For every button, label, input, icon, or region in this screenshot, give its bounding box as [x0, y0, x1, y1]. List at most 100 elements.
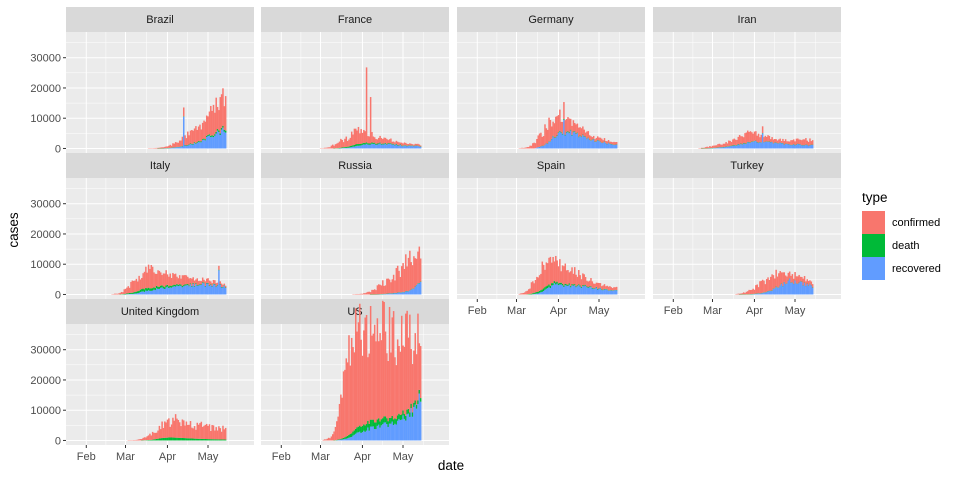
- bar-segment-confirmed: [339, 404, 341, 439]
- bar-segment-confirmed: [152, 432, 154, 440]
- bar-segment-recovered: [577, 286, 579, 294]
- bar-segment-recovered: [416, 146, 418, 149]
- bar-segment-recovered: [406, 146, 408, 148]
- bar-segment-death: [601, 290, 603, 291]
- bar-segment-recovered: [782, 286, 784, 294]
- bar-segment-recovered: [408, 146, 410, 149]
- bar-segment-death: [172, 438, 174, 441]
- bar-segment-death: [577, 285, 579, 286]
- bar-segment-recovered: [794, 145, 796, 148]
- bar-segment-recovered: [605, 143, 607, 148]
- bar-segment-confirmed: [593, 284, 595, 289]
- bar-segment-recovered: [377, 426, 379, 441]
- bar-segment-death: [186, 284, 188, 285]
- bar-segment-confirmed: [217, 431, 219, 440]
- bar-segment-recovered: [346, 439, 348, 441]
- bar-segment-recovered: [544, 290, 546, 295]
- bar-segment-confirmed: [724, 144, 726, 147]
- bar-segment-recovered: [586, 139, 588, 148]
- bar-segment-recovered: [408, 292, 410, 295]
- bar-segment-recovered: [769, 291, 771, 294]
- bar-segment-confirmed: [583, 130, 585, 136]
- bar-segment-confirmed: [367, 136, 369, 143]
- bar-segment-death: [160, 286, 162, 288]
- bar-segment-death: [194, 286, 196, 287]
- bar-segment-recovered: [773, 144, 775, 149]
- bar-segment-confirmed: [160, 429, 162, 438]
- bar-segment-confirmed: [405, 314, 407, 416]
- bar-segment-death: [206, 136, 208, 137]
- bar-segment-recovered: [205, 287, 207, 295]
- bar-segment-confirmed: [211, 111, 213, 135]
- bar-segment-confirmed: [601, 139, 603, 143]
- bar-segment-confirmed: [156, 148, 158, 149]
- y-tick-label: 30000: [30, 199, 61, 211]
- bar-segment-confirmed: [556, 116, 558, 135]
- bar-segment-recovered: [590, 141, 592, 149]
- bar-segment-confirmed: [598, 138, 600, 141]
- bar-segment-death: [358, 427, 360, 433]
- bar-segment-confirmed: [708, 147, 710, 148]
- bar-segment-confirmed: [706, 147, 708, 149]
- bar-segment-confirmed: [220, 97, 222, 133]
- bar-segment-confirmed: [146, 436, 148, 440]
- bar-segment-confirmed: [612, 288, 614, 290]
- bar-segment-recovered: [148, 290, 150, 294]
- bar-segment-confirmed: [766, 137, 768, 141]
- bar-segment-confirmed: [781, 141, 783, 143]
- bar-segment-recovered: [145, 291, 147, 295]
- bar-segment-recovered: [409, 417, 411, 441]
- bar-segment-recovered: [225, 288, 227, 295]
- bar-segment-recovered: [174, 148, 176, 149]
- bar-segment-recovered: [201, 142, 203, 148]
- bar-segment-confirmed: [379, 136, 381, 143]
- bar-segment-death: [373, 143, 375, 144]
- bar-segment-confirmed: [337, 143, 339, 148]
- bar-segment-death: [202, 139, 204, 140]
- bar-segment-confirmed: [761, 135, 763, 142]
- bar-segment-recovered: [611, 291, 613, 295]
- bar-segment-death: [225, 440, 227, 441]
- bar-segment-death: [340, 439, 342, 440]
- bar-segment-recovered: [597, 140, 599, 148]
- bar-segment-confirmed: [807, 141, 809, 145]
- facet-strip-label: Spain: [537, 160, 565, 172]
- bar-segment-confirmed: [528, 147, 530, 148]
- bar-segment-recovered: [218, 132, 220, 148]
- bar-segment-recovered: [790, 145, 792, 148]
- bar-segment-confirmed: [409, 315, 411, 413]
- bar-segment-recovered: [132, 294, 134, 295]
- bar-segment-confirmed: [744, 133, 746, 143]
- bar-segment-confirmed: [213, 280, 215, 284]
- bar-segment-confirmed: [358, 127, 360, 144]
- bar-segment-death: [194, 439, 196, 441]
- bar-segment-death: [172, 285, 174, 287]
- bar-segment-recovered: [159, 289, 161, 295]
- bar-segment-confirmed: [412, 265, 414, 288]
- bar-segment-death: [582, 285, 584, 286]
- bar-segment-death: [194, 142, 196, 143]
- bar-segment-confirmed: [351, 132, 353, 146]
- bar-segment-confirmed: [121, 292, 123, 294]
- bar-segment-recovered: [163, 288, 165, 294]
- bar-segment-confirmed: [616, 287, 618, 290]
- bar-segment-confirmed: [148, 265, 150, 288]
- bar-segment-recovered: [168, 288, 170, 294]
- bar-segment-recovered: [742, 145, 744, 149]
- bar-segment-confirmed: [363, 293, 365, 294]
- bar-segment-death: [183, 438, 185, 440]
- bar-segment-confirmed: [373, 334, 375, 420]
- bar-segment-death: [136, 292, 138, 294]
- bar-segment-death: [188, 438, 190, 440]
- bar-segment-death: [169, 286, 171, 288]
- bar-segment-confirmed: [202, 427, 204, 439]
- bar-segment-recovered: [412, 146, 414, 149]
- bar-segment-confirmed: [375, 341, 377, 422]
- bar-segment-confirmed: [130, 282, 132, 293]
- bar-segment-confirmed: [203, 280, 205, 283]
- bar-segment-confirmed: [809, 280, 811, 283]
- bar-segment-recovered: [191, 287, 193, 295]
- bar-segment-confirmed: [751, 132, 753, 141]
- bar-segment-death: [214, 439, 216, 440]
- bar-segment-recovered: [412, 417, 414, 441]
